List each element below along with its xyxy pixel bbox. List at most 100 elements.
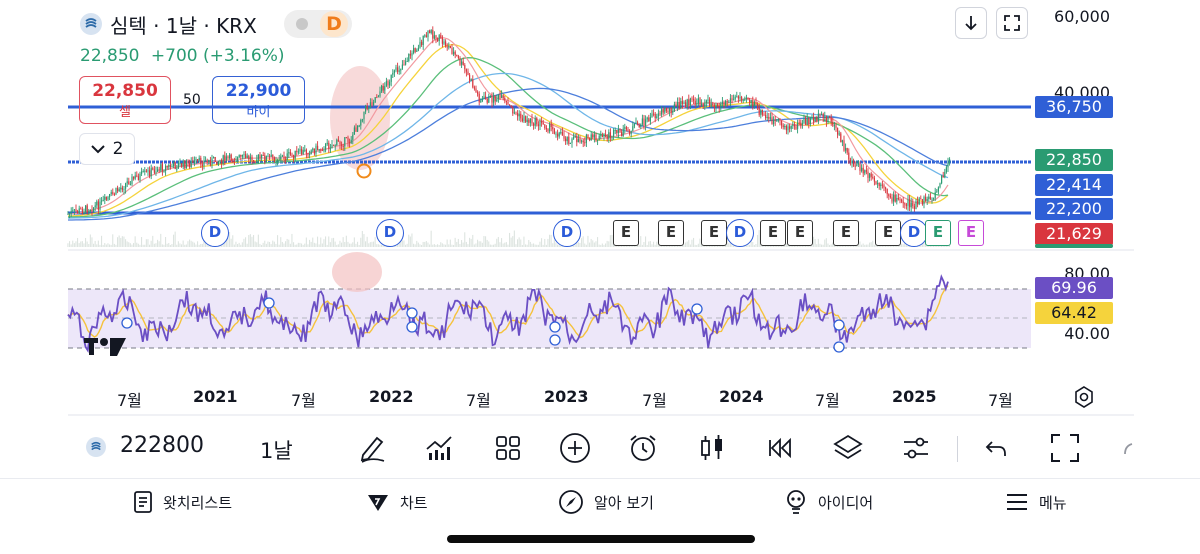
dividend-marker[interactable]: D xyxy=(553,219,581,247)
candle-body xyxy=(149,170,151,177)
candle-body xyxy=(509,104,511,106)
earnings-marker[interactable]: E xyxy=(833,220,859,246)
candle-body xyxy=(139,173,141,181)
volume-bar xyxy=(283,243,285,247)
earnings-marker[interactable]: E xyxy=(613,220,639,246)
candle-body xyxy=(585,134,587,143)
earnings-marker-future[interactable]: E xyxy=(958,220,984,246)
volume-bar xyxy=(126,241,128,247)
earnings-marker-upcoming[interactable]: E xyxy=(925,220,951,246)
layouts-button[interactable] xyxy=(490,430,526,466)
volume-bar xyxy=(381,244,383,247)
candle-body xyxy=(323,150,325,152)
indicators-button[interactable] xyxy=(421,430,457,466)
volume-bar xyxy=(536,244,538,247)
redo-partial-icon[interactable] xyxy=(1120,438,1134,462)
dividend-marker[interactable]: D xyxy=(900,219,928,247)
status-dot-icon xyxy=(296,18,308,30)
object-tree-button[interactable] xyxy=(830,430,866,466)
candle-body xyxy=(624,127,626,129)
dividend-marker[interactable]: D xyxy=(726,219,754,247)
candle-body xyxy=(846,147,848,153)
volume-bar xyxy=(184,244,186,247)
indicators-toggle[interactable]: 2 xyxy=(79,133,135,165)
candle-body xyxy=(141,171,143,174)
volume-bar xyxy=(141,237,143,247)
volume-bar xyxy=(166,243,168,247)
candle-body xyxy=(601,134,603,138)
volume-bar xyxy=(157,239,159,247)
symbol-search[interactable]: 222800 xyxy=(120,433,204,458)
candle-body xyxy=(145,170,147,172)
candle-body xyxy=(619,128,621,133)
fullscreen-icon xyxy=(1051,434,1079,462)
candle-body xyxy=(845,147,847,151)
candle-body xyxy=(563,135,565,139)
market-status-badge[interactable]: D xyxy=(284,10,352,38)
volume-bar xyxy=(688,240,690,247)
nav-ideas[interactable]: 아이디어 xyxy=(784,488,873,516)
candle-body xyxy=(129,184,131,186)
volume-bar xyxy=(377,244,379,247)
earnings-marker[interactable]: E xyxy=(760,220,786,246)
volume-bar xyxy=(445,244,447,247)
candle-body xyxy=(513,112,515,114)
volume-bar xyxy=(443,244,445,247)
volume-bar xyxy=(579,242,581,247)
undo-button[interactable] xyxy=(978,430,1014,466)
nav-chart[interactable]: 차트 xyxy=(366,488,428,516)
candle-body xyxy=(736,96,738,98)
earnings-marker[interactable]: E xyxy=(658,220,684,246)
candle-body xyxy=(582,140,584,143)
volume-bar xyxy=(435,244,437,247)
candle-body xyxy=(709,99,711,107)
bottom-divider xyxy=(0,478,1200,479)
volume-bar xyxy=(259,243,261,247)
candle-body xyxy=(299,148,301,152)
candle-body xyxy=(216,161,218,165)
settings-sliders-button[interactable] xyxy=(898,430,934,466)
candle-body xyxy=(345,137,347,139)
volume-bar xyxy=(683,244,685,247)
settings-gear-icon[interactable] xyxy=(1071,384,1097,410)
volume-bar xyxy=(321,243,323,247)
nav-menu[interactable]: 메뉴 xyxy=(1005,488,1067,516)
volume-bar xyxy=(272,240,274,247)
volume-bar xyxy=(235,241,237,247)
add-symbol-button[interactable] xyxy=(557,430,593,466)
candle-body xyxy=(181,163,183,167)
nav-watchlist[interactable]: 왓치리스트 xyxy=(133,488,232,516)
sell-button[interactable]: 22,850 셀 xyxy=(79,76,171,124)
fullscreen-button[interactable] xyxy=(996,7,1028,39)
dividend-marker[interactable]: D xyxy=(376,219,404,247)
volume-bar xyxy=(864,244,866,247)
chart-type-button[interactable] xyxy=(694,430,730,466)
alert-button[interactable] xyxy=(625,430,661,466)
volume-bar xyxy=(819,243,821,247)
replay-button[interactable] xyxy=(761,430,797,466)
volume-bar xyxy=(869,242,871,247)
candle-body xyxy=(365,106,367,112)
volume-bar xyxy=(179,243,181,247)
candle-body xyxy=(929,196,931,199)
volume-bar xyxy=(728,243,730,247)
earnings-marker[interactable]: E xyxy=(875,220,901,246)
fullscreen-toolbar-button[interactable] xyxy=(1047,430,1083,466)
dividend-marker[interactable]: D xyxy=(201,219,229,247)
candle-body xyxy=(637,122,639,125)
download-button[interactable] xyxy=(955,7,987,39)
volume-bar xyxy=(611,234,613,247)
volume-bar xyxy=(557,244,559,247)
earnings-marker[interactable]: E xyxy=(787,220,813,246)
buy-button[interactable]: 22,900 바이 xyxy=(212,76,305,124)
volume-bar xyxy=(512,236,514,247)
earnings-marker[interactable]: E xyxy=(701,220,727,246)
timeframe-button[interactable]: 1날 xyxy=(260,439,293,463)
nav-explore[interactable]: 알아 보기 xyxy=(558,488,654,516)
candle-body xyxy=(680,101,682,109)
candle-body xyxy=(395,67,397,71)
chart-title[interactable]: 심텍 · 1날 · KRX xyxy=(110,14,257,38)
candle-body xyxy=(947,162,949,168)
drawing-tool-button[interactable] xyxy=(354,430,390,466)
